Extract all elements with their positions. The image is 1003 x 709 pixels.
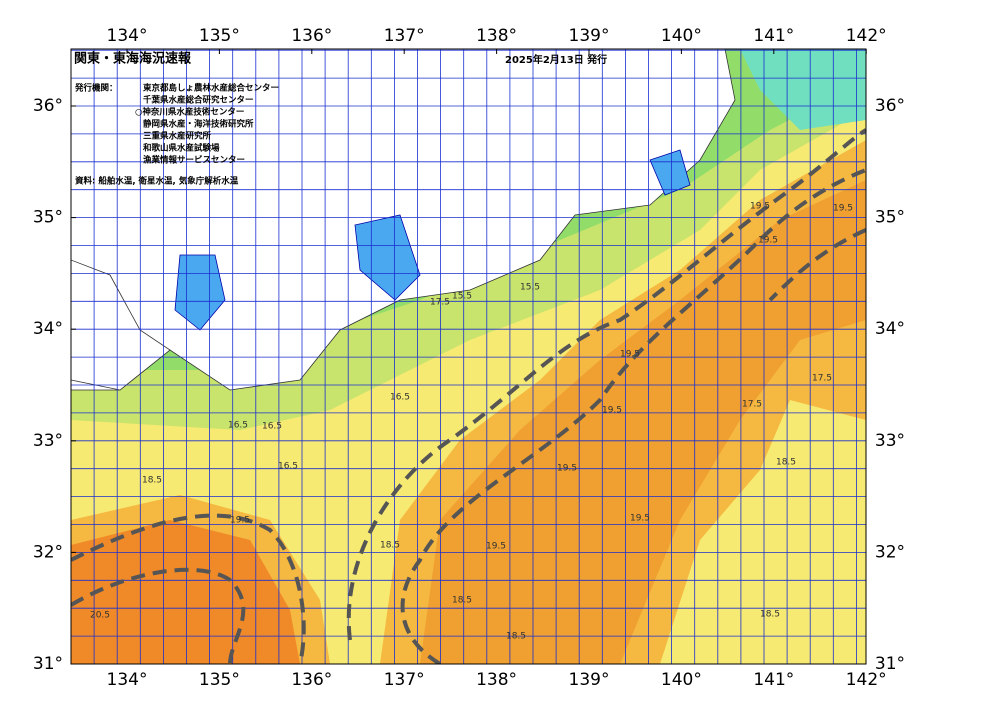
map-frame	[70, 48, 867, 665]
contour-label: 15.5	[520, 283, 540, 293]
lat-tick-label: 36°	[33, 96, 63, 116]
sea-temperature-field	[71, 49, 866, 664]
lat-tick-label: 34°	[33, 319, 63, 339]
contour-label: 18.5	[760, 610, 780, 620]
contour-label: 17.5	[430, 298, 450, 308]
credits-label: 発行機関：	[74, 83, 118, 94]
contour-label: 19.5	[230, 516, 250, 526]
lon-tick-label: 142°	[846, 670, 887, 690]
contour-label: 19.5	[750, 202, 770, 212]
contour-label: 20.5	[90, 611, 110, 621]
contour-label: 19.5	[486, 542, 506, 552]
contour-label: 17.5	[742, 400, 762, 410]
data-source: 資料: 船舶水温, 衛星水温, 気象庁解析水温	[74, 176, 239, 187]
bay	[649, 149, 691, 196]
lat-tick-label: 35°	[33, 208, 63, 228]
contour-label: 19.5	[833, 204, 853, 214]
lat-tick-label: 32°	[875, 542, 905, 562]
lon-tick-label: 139°	[569, 26, 610, 46]
contour-label: 16.5	[390, 393, 410, 403]
contour-label: 17.5	[812, 374, 832, 384]
organization: 漁業情報サービスセンター	[143, 155, 245, 166]
contour-label: 18.5	[452, 596, 472, 606]
lon-tick-label: 140°	[661, 670, 702, 690]
contour-label: 19.5	[557, 464, 577, 474]
kuroshio-path	[400, 168, 866, 664]
lat-tick-label: 31°	[875, 654, 905, 674]
map-title: 関東・東海海況速報	[74, 51, 192, 67]
contour-label: 18.5	[776, 458, 796, 468]
contour-label: 19.5	[630, 514, 650, 524]
issue-date: 2025年2月13日 発行	[505, 53, 607, 66]
lon-tick-label: 135°	[199, 26, 240, 46]
lon-tick-label: 141°	[753, 670, 794, 690]
lon-tick-label: 137°	[384, 670, 425, 690]
lat-tick-label: 31°	[33, 654, 63, 674]
lon-tick-label: 137°	[384, 26, 425, 46]
contour-label: 16.5	[228, 421, 248, 431]
kuroshio-path	[346, 128, 866, 641]
contour-label: 18.5	[380, 541, 400, 551]
lon-tick-label: 136°	[291, 670, 332, 690]
organization: 三重県水産研究所	[143, 131, 212, 142]
lat-tick-label: 35°	[875, 208, 905, 228]
kuroshio-path	[71, 567, 246, 664]
lon-tick-label: 141°	[753, 26, 794, 46]
contour-label: 16.5	[278, 462, 298, 472]
organization: 静岡県水産・海洋技術研究所	[143, 119, 254, 130]
lat-tick-label: 33°	[33, 431, 63, 451]
kuroshio-path	[768, 228, 866, 302]
lon-tick-label: 134°	[107, 26, 148, 46]
contour-label: 19.5	[620, 350, 640, 360]
kuroshio-path	[71, 513, 306, 664]
organization: 千葉県水産総合研究センター	[143, 95, 254, 106]
lon-tick-label: 135°	[199, 670, 240, 690]
lon-tick-label: 138°	[476, 26, 517, 46]
organization: ○神奈川県水産技術センター	[135, 107, 244, 118]
lon-tick-label: 142°	[846, 26, 887, 46]
organization: 東京都島しょ農林水産総合センター	[143, 83, 279, 94]
organization: 和歌山県水産試験場	[143, 143, 220, 154]
contour-label: 19.5	[758, 236, 778, 246]
lon-tick-label: 134°	[107, 670, 148, 690]
contour-label: 15.5	[452, 292, 472, 302]
contour-label: 19.5	[602, 406, 622, 416]
lat-tick-label: 36°	[875, 96, 905, 116]
lon-tick-label: 136°	[291, 26, 332, 46]
lon-tick-label: 140°	[661, 26, 702, 46]
contour-label: 16.5	[262, 422, 282, 432]
lon-tick-label: 138°	[476, 670, 517, 690]
lat-tick-label: 32°	[33, 542, 63, 562]
contour-label: 18.5	[142, 476, 162, 486]
lat-tick-label: 33°	[875, 431, 905, 451]
lat-tick-label: 34°	[875, 319, 905, 339]
contour-label: 18.5	[506, 632, 526, 642]
lon-tick-label: 139°	[569, 670, 610, 690]
